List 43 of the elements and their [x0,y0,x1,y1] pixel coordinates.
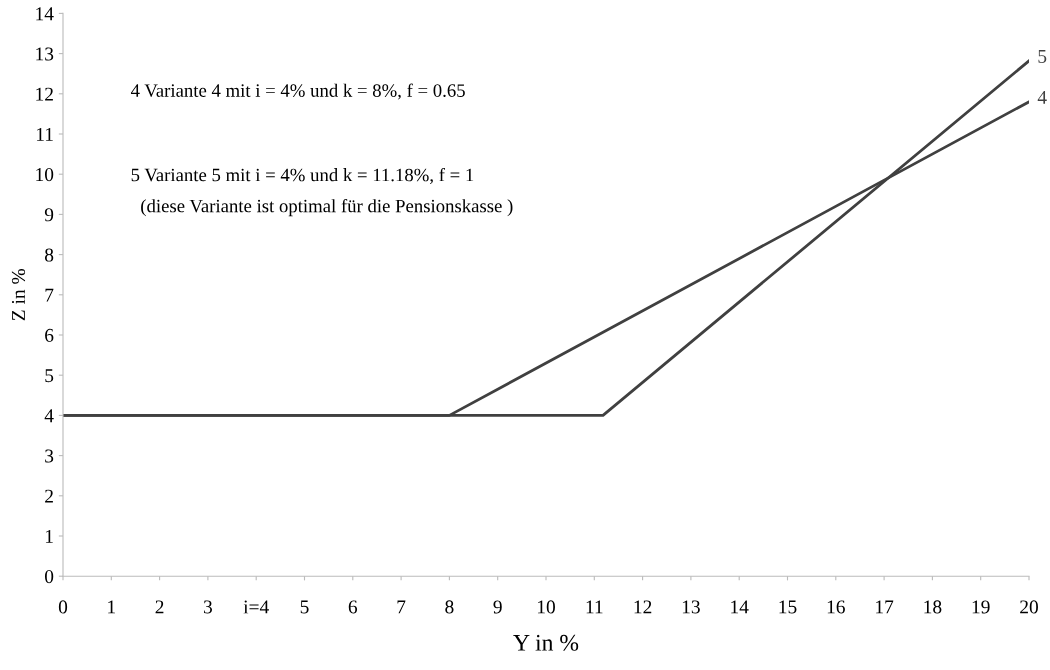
y-tick-label: 5 [45,369,54,383]
y-tick-label: 7 [45,288,54,302]
y-tick-label: 3 [45,449,54,463]
series-label: 4 [1037,90,1047,104]
x-tick-label: 16 [827,600,845,614]
x-tick-label: 18 [924,600,942,614]
y-tick-label: 12 [36,87,53,101]
x-tick-label: 15 [779,600,797,614]
x-tick-label: 20 [1020,600,1038,614]
y-tick-label: 6 [45,328,54,342]
y-tick-label: 1 [45,529,53,543]
x-tick-label: 9 [493,600,502,614]
x-tick-label: 2 [155,600,164,614]
y-tick-label: 13 [36,47,54,61]
x-tick-label: 13 [682,600,700,614]
annotation: 5 Variante 5 mit i = 4% und k = 11.18%, f = 1 [131,167,474,184]
x-tick-label: 1 [108,600,115,614]
x-tick-label: 12 [634,600,652,614]
x-tick-label: i=4 [243,600,269,614]
y-tick-label: 4 [44,409,54,423]
annotation: 4 Variante 4 mit i = 4% und k = 8%, f = 0.65 [130,83,465,100]
y-axis-title: Z in % [11,269,26,321]
x-tick-label: 8 [445,600,454,614]
x-tick-label: 10 [537,600,555,614]
y-tick-label: 2 [45,489,53,503]
y-tick-label: 0 [44,570,54,584]
x-axis-title: Y in % [513,634,579,651]
y-tick-label: 10 [36,168,54,182]
x-tick-label: 14 [731,600,749,614]
x-tick-label: 5 [300,600,309,614]
y-tick-label: 8 [44,248,54,262]
y-tick-label: 14 [36,7,54,21]
x-tick-label: 19 [972,600,990,614]
x-tick-label: 17 [876,600,894,614]
x-tick-label: 6 [348,600,358,614]
y-tick-label: 9 [44,208,54,222]
y-tick-label: 11 [36,127,53,141]
series-label: 5 [1038,50,1047,63]
x-tick-label: 3 [203,600,212,614]
annotation: (diese Variante ist optimal für die Pensionskasse ) [141,198,513,217]
x-tick-label: 7 [397,600,406,614]
x-tick-label: 0 [58,600,68,614]
x-tick-label: 11 [586,600,603,614]
